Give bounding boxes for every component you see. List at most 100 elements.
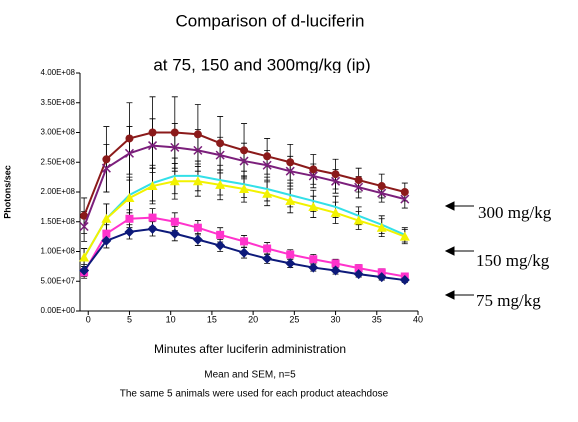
marker [239, 156, 249, 166]
marker [262, 188, 273, 198]
marker [308, 201, 319, 211]
marker [169, 228, 180, 239]
arrows [444, 201, 474, 300]
marker [262, 160, 272, 170]
marker [331, 259, 340, 268]
y-tick-label: 2.00E+08 [41, 187, 76, 196]
x-tick-label: 15 [207, 314, 217, 324]
marker [125, 134, 134, 143]
y-axis-label: Photons/sec [2, 165, 12, 219]
marker [102, 229, 111, 238]
marker [240, 146, 249, 155]
arrowhead [444, 201, 455, 211]
marker [193, 130, 202, 139]
marker [262, 253, 273, 264]
marker [377, 182, 386, 191]
marker [308, 262, 319, 273]
marker [148, 213, 157, 222]
x-tick-label: 25 [289, 314, 299, 324]
marker [124, 192, 135, 202]
marker [192, 176, 203, 186]
marker [215, 179, 226, 189]
marker [124, 148, 134, 158]
marker [170, 128, 179, 137]
y-tick-label: 5.00E+07 [41, 276, 76, 285]
marker [101, 163, 111, 173]
marker [308, 171, 318, 181]
marker [263, 152, 272, 161]
marker [125, 214, 134, 223]
marker [240, 237, 249, 246]
marker [169, 176, 180, 186]
marker [192, 234, 203, 245]
marker [193, 145, 203, 155]
marker [80, 211, 89, 220]
marker [215, 240, 226, 251]
marker [377, 188, 387, 198]
marker [309, 165, 318, 174]
note: The same 5 animals were used for each pr… [120, 389, 389, 400]
marker [331, 176, 341, 186]
marker [400, 194, 410, 204]
marker [354, 264, 363, 273]
marker [79, 221, 89, 232]
marker [193, 223, 202, 232]
y-tick-label: 4.00E+08 [41, 68, 76, 77]
marker [101, 213, 112, 223]
marker [285, 195, 296, 205]
marker [79, 252, 90, 262]
marker [216, 230, 225, 239]
annotation: 300 mg/kg [478, 203, 552, 222]
marker [286, 250, 295, 259]
x-tick-label: 40 [413, 314, 423, 324]
marker [148, 128, 157, 137]
marker [147, 223, 158, 234]
chart-subtitle: at 75, 150 and 300mg/kg (ip) [153, 55, 370, 74]
annotation: 75 mg/kg [476, 291, 541, 310]
marker [330, 265, 341, 276]
marker [215, 150, 225, 160]
chart-title: Comparison of d-luciferin [176, 11, 365, 30]
marker [101, 235, 112, 246]
marker [330, 207, 341, 217]
x-tick-label: 0 [86, 314, 91, 324]
marker [148, 141, 158, 151]
x-tick-label: 30 [331, 314, 341, 324]
marker [354, 176, 363, 185]
marker [102, 155, 111, 164]
marker [239, 247, 250, 258]
arrowhead [444, 290, 455, 300]
marker [216, 139, 225, 148]
y-tick-label: 3.00E+08 [41, 128, 76, 137]
marker [399, 275, 410, 286]
marker [147, 181, 158, 191]
marker [309, 255, 318, 264]
marker [399, 231, 410, 241]
x-tick-label: 10 [166, 314, 176, 324]
x-tick-label: 5 [127, 314, 132, 324]
marker [263, 244, 272, 253]
marker [353, 215, 364, 225]
marker [331, 170, 340, 179]
marker [124, 226, 135, 237]
marker [285, 166, 295, 176]
y-tick-label: 0.00E+00 [41, 306, 76, 315]
marker [353, 269, 364, 280]
marker [79, 265, 90, 276]
marker [376, 272, 387, 283]
marker [170, 142, 180, 152]
marker [170, 217, 179, 226]
y-tick-label: 3.50E+08 [41, 98, 76, 107]
y-tick-label: 2.50E+08 [41, 157, 76, 166]
marker [400, 188, 409, 196]
marker [354, 182, 364, 192]
marker [239, 184, 250, 194]
arrowhead [444, 246, 455, 256]
y-tick-label: 1.50E+08 [41, 217, 76, 226]
marker [285, 258, 296, 269]
marker [286, 158, 295, 167]
y-tick-label: 1.00E+08 [41, 247, 76, 256]
x-tick-label: 20 [248, 314, 258, 324]
note: Mean and SEM, n=5 [204, 370, 296, 381]
